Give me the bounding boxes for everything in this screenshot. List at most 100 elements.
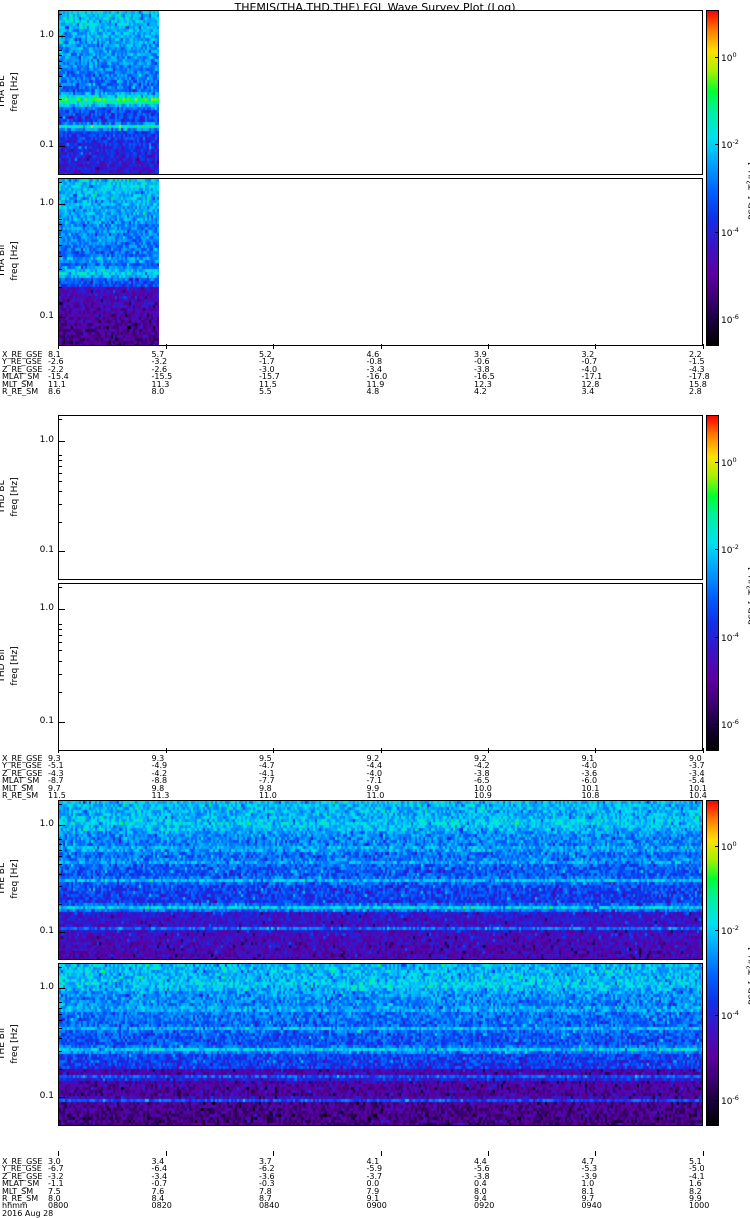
colorbar-tick-label: 10-4	[721, 1009, 739, 1023]
annotation-value: 10.8	[581, 791, 600, 800]
annotation-value: 9.9	[366, 783, 380, 793]
annotation-value: 4.2	[474, 387, 487, 396]
y-minor-tick	[58, 55, 62, 57]
y-tick-label: 1.0	[39, 818, 54, 829]
annotation-value: 10.1	[581, 783, 600, 793]
annotation-value: 4.7	[581, 1157, 595, 1166]
annotation-value: -1.7	[258, 357, 275, 367]
annotation-value: -2.6	[48, 357, 64, 367]
annotation-value: -5.6	[474, 1164, 490, 1174]
x-tick-mark	[165, 344, 167, 349]
y-tick-label: 0.1	[39, 715, 54, 726]
annotation-value: 8.2	[689, 1186, 702, 1196]
annotation-value: 11.0	[258, 791, 277, 800]
y-minor-tick	[58, 838, 62, 840]
annotation-row-label: R_RE_SM	[2, 791, 39, 800]
annotation-value: -5.3	[581, 1164, 598, 1174]
colorbar-tick-mark	[715, 549, 719, 551]
annotation-value: -4.7	[258, 761, 275, 771]
y-minor-tick	[58, 673, 62, 675]
annotation-value: 7.5	[48, 1186, 61, 1196]
y-minor-tick	[58, 886, 62, 888]
annotation-value: 5.7	[151, 350, 165, 359]
y-tick-label: 1.0	[39, 603, 54, 614]
annotation-value: 9.1	[581, 754, 595, 763]
colorbar-axis-label: PSD [nT2/Hz]	[745, 567, 750, 625]
colorbar-tick-mark	[715, 462, 719, 464]
annotation-date: 2016 Aug 28	[2, 1208, 54, 1218]
y-minor-tick	[58, 660, 62, 662]
y-tick-label: 0.1	[39, 1091, 54, 1102]
panel-label-the-bll: THE Bll	[0, 1027, 7, 1060]
y-tick-label: 1.0	[39, 434, 54, 445]
annotation-value: -6.5	[474, 776, 490, 786]
annotation-value: 9.2	[474, 754, 487, 763]
y-minor-tick	[58, 218, 62, 220]
annotation-value: 3.9	[474, 350, 487, 359]
y-tick-mark	[58, 316, 65, 318]
y-tick-label: 0.1	[39, 140, 54, 151]
colorbar-tick-label: 10-6	[721, 313, 739, 327]
annotation-row-label: MLT_SM	[2, 1186, 34, 1196]
y-tick-mark	[58, 204, 65, 206]
annotation-value: 9.3	[48, 754, 61, 763]
x-tick-mark	[380, 1151, 382, 1156]
annotation-value: 1.6	[689, 1179, 702, 1189]
y-tick-mark	[58, 824, 65, 826]
annotation-value: -7.7	[258, 776, 275, 786]
annotation-value: 8.0	[151, 387, 165, 396]
annotation-value: -4.1	[689, 1171, 705, 1181]
y-minor-tick	[58, 1038, 62, 1040]
y-minor-tick	[58, 904, 62, 905]
colorbar-tick-mark	[715, 845, 719, 847]
y-tick-mark	[58, 988, 65, 990]
spectrogram-panel-thd-bll	[58, 583, 703, 751]
x-tick-mark	[595, 748, 597, 753]
annotation-value: -6.4	[151, 1164, 168, 1174]
annotation-value: -4.9	[151, 761, 168, 771]
panel-axis-label-freq: freq [Hz]	[10, 241, 20, 281]
annotation-value: 9.5	[258, 754, 272, 763]
y-minor-tick	[58, 460, 62, 462]
annotation-value: 8.0	[474, 1186, 487, 1196]
annotation-value: -4.2	[151, 768, 168, 778]
colorbar-tick-mark	[715, 636, 719, 638]
y-minor-tick	[58, 843, 62, 845]
annotation-value: -4.0	[581, 761, 598, 771]
annotation-value: -2.6	[151, 364, 168, 374]
x-tick-mark	[272, 344, 274, 349]
colorbar-tick-mark	[715, 930, 719, 932]
annotation-value: -1.5	[689, 357, 705, 367]
annotation-value: -4.3	[689, 364, 705, 374]
y-minor-tick	[58, 230, 62, 232]
y-minor-tick	[58, 454, 62, 456]
annotation-value: 15.8	[689, 379, 707, 389]
spectrogram-image-the-bll	[59, 964, 702, 1125]
annotation-row-label: MLT_SM	[2, 783, 34, 793]
annotation-value: -4.0	[581, 364, 598, 374]
annotation-value: -4.3	[48, 768, 64, 778]
x-tick-mark	[703, 1151, 704, 1156]
y-minor-tick	[58, 587, 62, 589]
panel-label-the-bl: THE BL	[0, 863, 7, 896]
colorbar-tick-mark	[715, 144, 719, 146]
panel-label-tha-bl: THA BL	[0, 75, 7, 108]
y-tick-mark	[58, 609, 65, 611]
y-minor-tick	[58, 629, 62, 631]
x-tick-mark	[58, 344, 59, 349]
y-minor-tick	[58, 967, 62, 969]
annotation-value: 9.8	[258, 783, 272, 793]
annotation-value: -4.0	[366, 768, 383, 778]
annotation-value: 0940	[581, 1201, 602, 1211]
y-tick-label: 1.0	[39, 982, 54, 993]
annotation-row-label: MLAT_SM	[2, 1179, 40, 1189]
y-tick-label: 0.1	[39, 545, 54, 556]
y-minor-tick	[58, 1002, 62, 1004]
annotation-value: 10.1	[689, 783, 707, 793]
spectrogram-panel-tha-bll	[58, 178, 703, 346]
annotation-row-label: MLAT_SM	[2, 776, 40, 786]
y-tick-mark	[58, 932, 65, 933]
x-tick-mark	[488, 344, 490, 349]
annotation-value: 5.2	[258, 350, 272, 359]
